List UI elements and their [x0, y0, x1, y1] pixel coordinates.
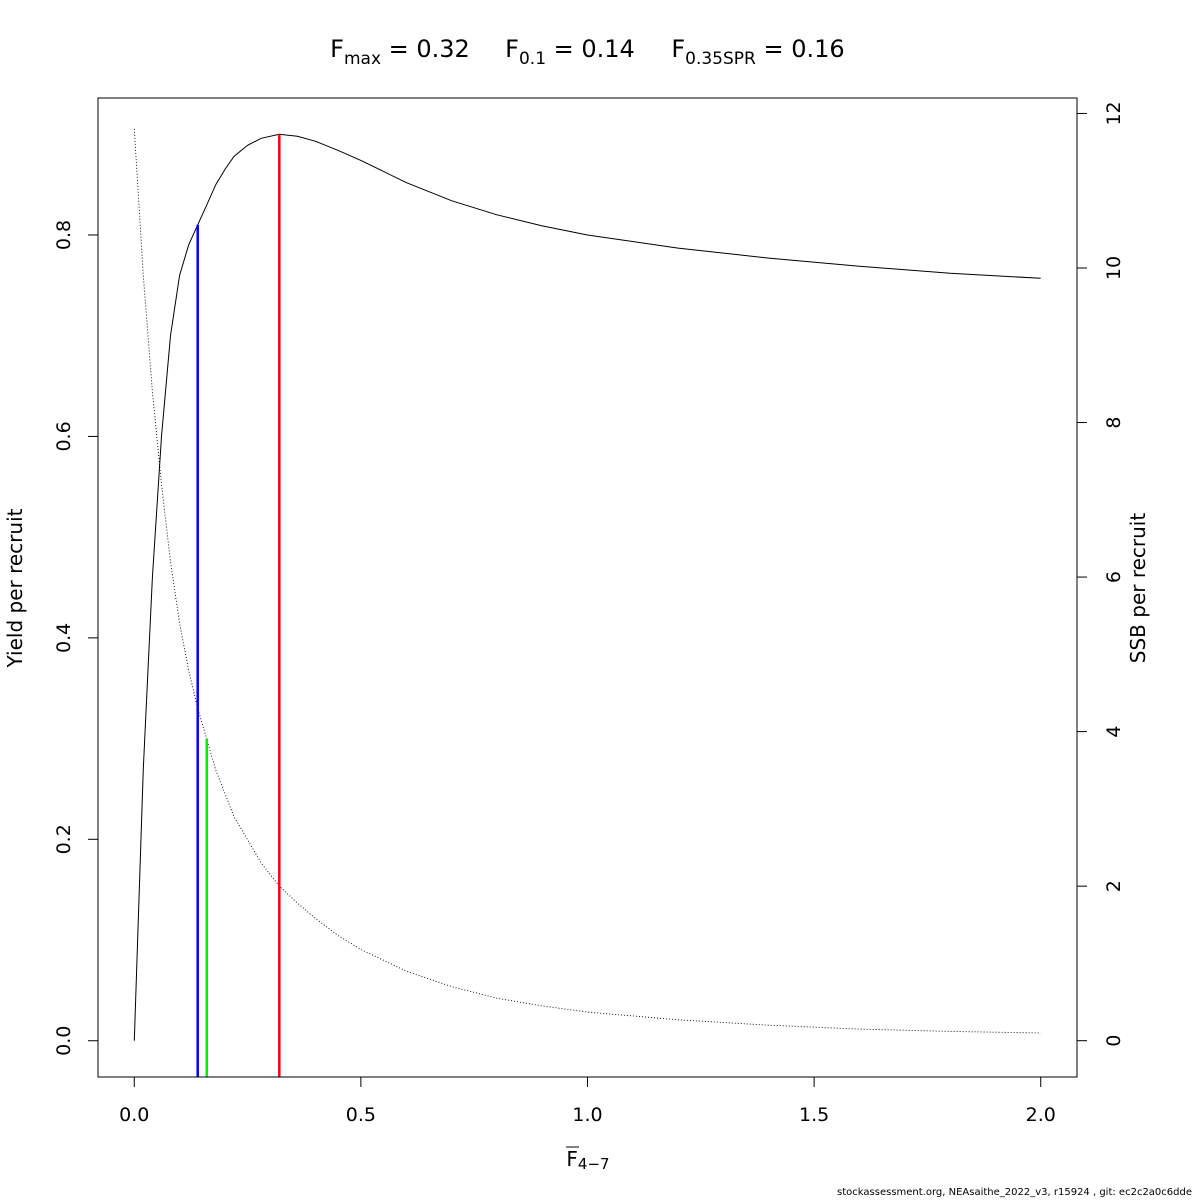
y-right-axis-label: SSB per recruit	[1126, 513, 1150, 664]
y-right-tick-label: 6	[1103, 571, 1125, 583]
series-line-spr	[133, 128, 1041, 1034]
x-tick-label: 1.0	[572, 1104, 602, 1126]
y-right-tick-label: 8	[1103, 416, 1125, 428]
x-tick-label: 1.5	[799, 1104, 829, 1126]
y-right-tick-label: 10	[1103, 256, 1125, 280]
y-right-tick-label: 0	[1103, 1035, 1125, 1047]
plot-frame	[97, 97, 1078, 1078]
y-right-tick-label: 2	[1103, 880, 1125, 892]
footer-provenance: stockassessment.org, NEAsaithe_2022_v3, …	[837, 1187, 1192, 1198]
x-tick-label: 0.5	[346, 1104, 376, 1126]
y-left-axis-label: Yield per recruit	[3, 508, 27, 668]
x-tick-label: 2.0	[1026, 1104, 1056, 1126]
y-right-tick-label: 12	[1103, 101, 1125, 125]
chart-title-part: F0.1 = 0.14	[505, 35, 635, 69]
y-left-tick-label: 0.0	[53, 1026, 75, 1056]
series-line-ypr	[133, 133, 1041, 1041]
y-left-tick-label: 0.6	[53, 421, 75, 451]
y-left-tick-label: 0.4	[53, 623, 75, 653]
y-left-tick-label: 0.2	[53, 824, 75, 854]
chart-title-part: Fmax = 0.32	[330, 35, 470, 69]
y-left-tick-label: 0.8	[53, 220, 75, 250]
x-tick-label: 0.0	[119, 1104, 149, 1126]
y-right-tick-label: 4	[1103, 726, 1125, 738]
chart-title-part: F0.35SPR = 0.16	[671, 35, 844, 69]
x-axis-label: F4−7	[566, 1147, 609, 1173]
